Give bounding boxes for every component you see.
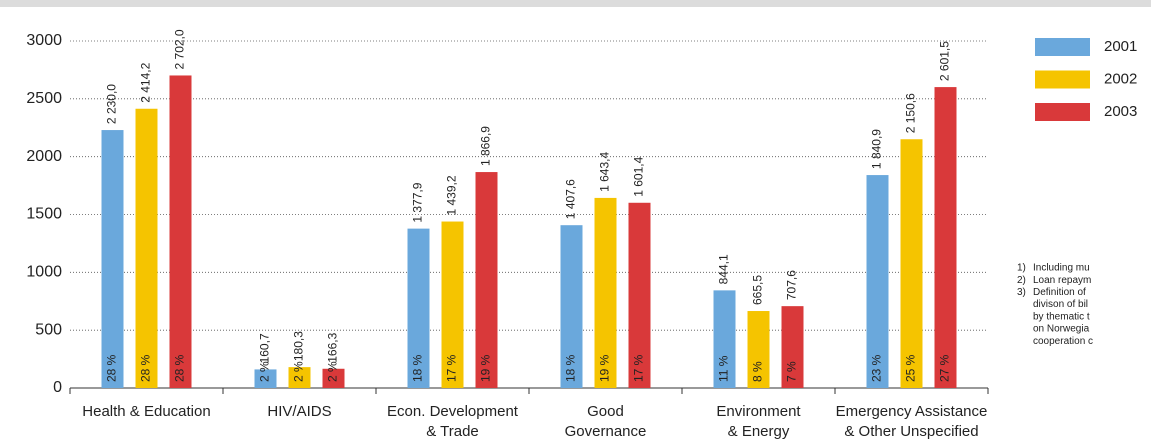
note-number: 2) (1017, 275, 1026, 286)
note-number: 3) (1017, 287, 1026, 298)
value-label: 180,3 (292, 331, 306, 361)
legend-label: 2002 (1104, 70, 1137, 87)
bar (866, 175, 889, 388)
bar (169, 75, 192, 389)
x-tick-label: Governance (565, 423, 647, 440)
bar (441, 221, 464, 388)
y-tick-label: 1500 (26, 206, 62, 223)
value-label: 844,1 (717, 254, 731, 284)
note-text: Definition of (1033, 287, 1086, 298)
x-tick-label: HIV/AIDS (267, 403, 331, 420)
note-text: on Norwegia (1033, 324, 1090, 335)
share-label: 11 % (717, 355, 731, 382)
note-text: cooperation c (1033, 336, 1093, 347)
note-text: by thematic t (1033, 311, 1090, 322)
y-tick-label: 2000 (26, 148, 62, 165)
value-label: 166,3 (326, 332, 340, 362)
bar (747, 311, 770, 388)
share-label: 2 % (292, 361, 306, 382)
share-label: 18 % (411, 354, 425, 382)
share-label: 28 % (139, 354, 153, 382)
note-text: Loan repaym (1033, 275, 1091, 286)
bar (135, 108, 158, 388)
bar (713, 290, 736, 388)
share-label: 23 % (870, 354, 884, 382)
legend-swatch (1035, 70, 1090, 89)
note-text: Including mu (1033, 263, 1090, 274)
legend-swatch (1035, 38, 1090, 56)
value-label: 1 439,2 (445, 175, 459, 215)
x-tick-label: Environment (716, 403, 801, 420)
bar (781, 306, 804, 388)
share-label: 17 % (445, 354, 459, 382)
bar (475, 172, 498, 388)
y-tick-label: 3000 (26, 32, 62, 49)
y-tick-label: 500 (35, 321, 62, 338)
value-label: 707,6 (785, 270, 799, 300)
value-label: 2 414,2 (139, 62, 153, 102)
legend-label: 2003 (1104, 103, 1137, 120)
bar (900, 139, 923, 388)
value-label: 2 702,0 (173, 29, 187, 69)
x-tick-label: & Trade (426, 423, 479, 440)
share-label: 28 % (105, 354, 119, 382)
share-label: 7 % (785, 361, 799, 382)
bar (288, 367, 311, 388)
bar (934, 87, 957, 388)
x-tick-label: & Other Unspecified (844, 423, 978, 440)
share-label: 28 % (173, 354, 187, 382)
bar (322, 368, 345, 388)
x-tick-label: Emergency Assistance (836, 403, 988, 420)
value-label: 1 840,9 (870, 129, 884, 169)
legend-swatch (1035, 103, 1090, 121)
x-tick-label: Good (587, 403, 624, 420)
value-label: 665,5 (751, 275, 765, 305)
bar (560, 225, 583, 388)
x-tick-label: Econ. Development (387, 403, 519, 420)
value-label: 2 601,5 (938, 41, 952, 81)
bar (628, 202, 651, 388)
y-tick-label: 0 (53, 379, 62, 396)
share-label: 17 % (632, 354, 646, 382)
share-label: 19 % (598, 354, 612, 382)
note-number: 1) (1017, 263, 1026, 274)
x-tick-label: Health & Education (82, 403, 210, 420)
value-label: 1 643,4 (598, 152, 612, 192)
share-label: 25 % (904, 354, 918, 382)
bar (254, 369, 277, 388)
x-tick-label: & Energy (728, 423, 790, 440)
y-tick-label: 2500 (26, 90, 62, 107)
value-label: 2 150,6 (904, 93, 918, 133)
value-label: 1 866,9 (479, 126, 493, 166)
share-label: 8 % (751, 361, 765, 382)
bar (101, 130, 124, 388)
value-label: 160,7 (258, 333, 272, 363)
share-label: 2 % (258, 361, 272, 382)
note-text: divison of bil (1033, 299, 1088, 310)
value-label: 1 601,4 (632, 156, 646, 196)
share-label: 18 % (564, 354, 578, 382)
legend-label: 2001 (1104, 38, 1137, 55)
value-label: 1 377,9 (411, 182, 425, 222)
value-label: 1 407,6 (564, 179, 578, 219)
header-strip (0, 0, 1151, 7)
value-label: 2 230,0 (105, 84, 119, 124)
share-label: 27 % (938, 354, 952, 382)
y-tick-label: 1000 (26, 264, 62, 281)
bar (407, 228, 430, 388)
share-label: 2 % (326, 361, 340, 382)
bar (594, 197, 617, 388)
share-label: 19 % (479, 354, 493, 382)
